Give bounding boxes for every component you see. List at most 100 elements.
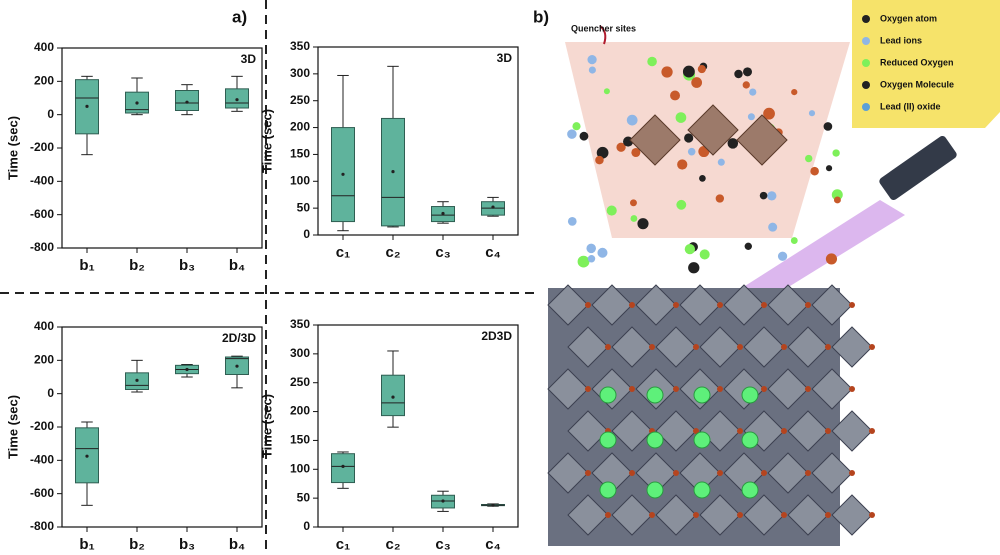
x-tick-label: b₄	[229, 536, 245, 553]
y-tick-label: 300	[290, 346, 310, 360]
mean	[441, 499, 445, 503]
particle	[567, 217, 577, 226]
y-tick-label: 200	[290, 404, 310, 418]
box	[381, 374, 405, 417]
particle	[687, 147, 696, 156]
legend-label: Lead (II) oxide	[880, 101, 941, 111]
mean	[185, 367, 189, 372]
atom	[605, 512, 611, 518]
atom	[761, 386, 767, 392]
atom	[849, 386, 855, 392]
y-tick-label: 200	[34, 353, 54, 367]
atom	[693, 428, 699, 434]
legend-icon	[862, 15, 870, 23]
chart-title: 3D	[241, 52, 257, 66]
octahedron	[547, 284, 589, 326]
y-tick-label: 200	[290, 120, 310, 134]
atom	[605, 344, 611, 350]
atom	[585, 302, 591, 308]
particle	[790, 237, 798, 244]
particle	[697, 65, 706, 74]
panel-label: a)	[232, 7, 247, 26]
particle	[587, 255, 596, 263]
octahedron	[547, 368, 589, 410]
y-tick-label: 100	[290, 173, 310, 187]
particle	[682, 65, 695, 78]
y-tick-label: 250	[290, 93, 310, 107]
x-tick-label: b₂	[129, 536, 145, 553]
y-tick-label: 0	[47, 386, 54, 400]
particle	[579, 131, 589, 141]
particle	[684, 243, 696, 255]
particle	[677, 159, 688, 170]
x-tick-label: b₁	[79, 257, 94, 274]
probe	[879, 135, 957, 201]
y-tick-label: 0	[303, 227, 310, 241]
box	[175, 90, 199, 111]
y-tick-label: -200	[30, 140, 54, 154]
atom	[649, 512, 655, 518]
x-tick-label: c₃	[435, 536, 450, 553]
atom	[869, 428, 875, 434]
y-tick-label: 200	[34, 74, 54, 88]
atom	[781, 512, 787, 518]
legend-label: Oxygen atom	[880, 13, 937, 23]
particle	[763, 107, 775, 120]
mean	[85, 454, 89, 458]
octahedron	[811, 452, 853, 494]
y-tick-label: -400	[30, 453, 54, 467]
octahedron	[655, 326, 697, 368]
atom	[805, 386, 811, 392]
particle	[715, 194, 725, 203]
atom	[693, 512, 699, 518]
y-tick-label: 0	[303, 519, 310, 533]
particle	[808, 110, 816, 117]
particle	[688, 262, 700, 274]
particle	[691, 77, 703, 88]
chart-title: 3D	[497, 51, 513, 65]
particle	[596, 146, 609, 159]
particle	[742, 81, 750, 89]
particle	[831, 189, 843, 201]
atom	[737, 428, 743, 434]
octahedron	[811, 284, 853, 326]
particle	[805, 154, 813, 163]
y-tick-label: -600	[30, 207, 54, 221]
arrow	[599, 25, 607, 45]
particle	[759, 191, 768, 200]
x-tick-label: c₂	[385, 536, 400, 553]
octahedron	[567, 494, 609, 536]
particle	[747, 113, 755, 121]
particle	[676, 199, 687, 210]
atom	[825, 428, 831, 434]
x-tick-label: b₄	[229, 257, 245, 274]
x-tick-label: c₃	[435, 244, 450, 261]
atom	[761, 470, 767, 476]
particle	[825, 253, 838, 265]
mean	[341, 172, 345, 176]
atom	[849, 302, 855, 308]
mean	[341, 464, 345, 468]
lead-ion	[646, 431, 664, 449]
x-tick-label: b₃	[179, 536, 195, 553]
octahedron	[723, 284, 765, 326]
mean	[85, 104, 89, 108]
y-tick-label: 50	[297, 490, 311, 504]
particle	[768, 222, 778, 232]
atom	[737, 512, 743, 518]
atom	[805, 470, 811, 476]
legend-box	[852, 0, 1000, 128]
lead-ion	[599, 481, 617, 499]
y-tick-label: 250	[290, 375, 310, 389]
lead-ion	[646, 481, 664, 499]
octahedron	[611, 494, 653, 536]
legend-icon	[862, 37, 870, 45]
legend-label: Reduced Oxygen	[880, 57, 954, 67]
octahedron	[787, 494, 829, 536]
particle	[587, 55, 597, 65]
y-axis-label: Time (sec)	[5, 116, 20, 180]
chart-title: 2D3D	[481, 329, 512, 343]
y-tick-label: 100	[290, 461, 310, 475]
legend-label: Oxygen Molecule	[880, 79, 954, 89]
mean	[441, 211, 445, 216]
